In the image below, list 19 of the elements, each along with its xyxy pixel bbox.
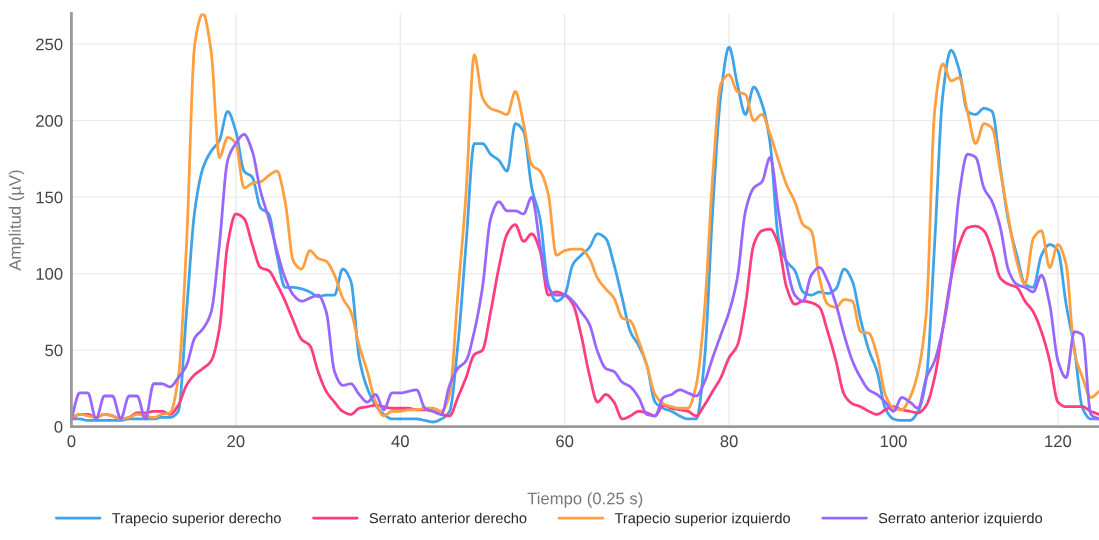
x-tick-label: 40 — [391, 435, 409, 448]
legend-label: Serrato anterior derecho — [369, 512, 527, 524]
y-tick-label: 200 — [36, 115, 63, 127]
legend-label: Trapecio superior izquierdo — [614, 512, 791, 527]
y-tick-label: 150 — [36, 191, 63, 204]
x-tick-label: 80 — [720, 435, 738, 448]
y-axis-title: Amplitud (µV) — [8, 170, 25, 271]
y-tick-label: 100 — [36, 268, 63, 280]
x-tick-label: 100 — [880, 435, 907, 448]
x-tick-label: 120 — [1045, 435, 1072, 448]
x-tick-label: 0 — [67, 435, 76, 448]
y-tick-label: 0 — [54, 421, 63, 433]
legend-label: Trapecio superior derecho — [112, 512, 281, 527]
y-tick-label: 250 — [36, 38, 63, 51]
x-tick-label: 20 — [227, 435, 245, 448]
legend-label: Serrato anterior izquierdo — [878, 512, 1043, 527]
x-tick-label: 60 — [556, 435, 574, 448]
y-tick-label: 50 — [45, 344, 63, 357]
x-axis-title: Tiempo (0.25 s) — [527, 492, 643, 508]
